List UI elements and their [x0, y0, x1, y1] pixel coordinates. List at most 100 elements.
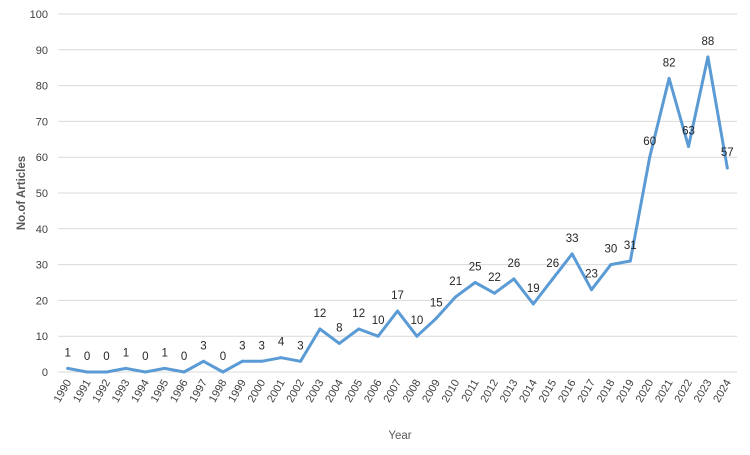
x-tick-label: 2020 — [634, 378, 657, 405]
y-axis-ticks: 0 10 20 30 40 50 60 70 80 90 100 — [30, 9, 48, 379]
data-label: 63 — [682, 125, 695, 137]
x-tick-label: 2016 — [556, 378, 579, 405]
x-tick-label: 2014 — [517, 378, 540, 405]
x-tick-label: 2005 — [343, 378, 366, 405]
x-tick-label: 1996 — [168, 378, 191, 405]
x-tick-label: 2009 — [420, 378, 443, 405]
data-point — [590, 288, 593, 292]
data-point — [221, 370, 225, 374]
data-label: 3 — [258, 340, 264, 352]
y-axis-title: No.of Articles — [16, 156, 28, 230]
data-label: 23 — [585, 269, 598, 281]
data-point — [493, 291, 496, 295]
y-tick-label: 0 — [42, 367, 48, 379]
data-label: 88 — [702, 36, 715, 48]
data-point — [725, 166, 729, 170]
data-point — [609, 263, 613, 267]
data-label: 21 — [449, 276, 462, 288]
x-tick-label: 1990 — [52, 378, 75, 405]
data-label: 31 — [624, 240, 637, 252]
x-tick-label: 2006 — [362, 378, 385, 405]
data-point — [570, 252, 574, 256]
x-tick-label: 2019 — [614, 378, 637, 405]
gridlines — [58, 13, 737, 373]
data-point — [124, 366, 128, 370]
data-label: 8 — [336, 322, 342, 334]
series-line — [66, 55, 729, 374]
data-point — [706, 55, 710, 59]
x-tick-label: 2004 — [323, 378, 346, 405]
data-point — [163, 366, 167, 370]
data-point — [279, 356, 283, 360]
data-label: 26 — [546, 258, 559, 270]
data-label: 1 — [161, 347, 167, 359]
data-label: 0 — [220, 351, 226, 363]
data-point — [85, 370, 89, 374]
data-point — [512, 277, 516, 281]
y-tick-label: 80 — [36, 81, 48, 93]
y-tick-label: 10 — [36, 331, 48, 343]
data-point — [240, 359, 244, 363]
data-point — [357, 327, 361, 331]
series-layer — [66, 55, 729, 374]
y-tick-label: 50 — [36, 188, 48, 200]
data-label: 19 — [527, 283, 540, 295]
data-point — [337, 341, 341, 345]
y-tick-label: 70 — [36, 116, 48, 128]
x-tick-label: 1991 — [71, 378, 94, 405]
data-point — [299, 359, 302, 363]
data-label: 57 — [721, 147, 734, 159]
x-tick-label: 2013 — [498, 378, 521, 405]
data-label: 33 — [566, 233, 579, 245]
data-point — [648, 155, 652, 159]
y-tick-label: 60 — [36, 152, 48, 164]
data-point — [531, 302, 535, 306]
data-point — [434, 316, 438, 320]
data-point — [260, 359, 264, 363]
data-label: 3 — [297, 340, 303, 352]
data-label: 1 — [123, 347, 129, 359]
data-point — [551, 277, 555, 281]
data-point — [415, 334, 419, 338]
x-tick-label: 1993 — [110, 378, 133, 405]
x-tick-label: 1994 — [129, 378, 152, 405]
x-tick-label: 2017 — [575, 378, 598, 405]
x-tick-label: 2007 — [381, 378, 404, 405]
x-tick-label: 2021 — [653, 378, 676, 405]
x-tick-label: 2015 — [537, 378, 560, 405]
y-tick-label: 100 — [30, 9, 48, 21]
x-tick-label: 1992 — [90, 378, 113, 405]
data-label: 10 — [372, 315, 385, 327]
x-tick-label: 2011 — [459, 378, 481, 404]
data-label: 0 — [181, 351, 187, 363]
data-label: 15 — [430, 297, 443, 309]
x-tick-label: 2010 — [440, 378, 463, 405]
x-tick-label: 2002 — [284, 378, 307, 405]
x-tick-label: 2001 — [265, 378, 288, 405]
data-label: 0 — [84, 351, 90, 363]
data-point — [396, 309, 399, 313]
data-label: 1 — [64, 347, 70, 359]
data-label: 12 — [314, 308, 327, 320]
data-point — [376, 334, 380, 338]
x-tick-label: 2018 — [595, 378, 618, 405]
y-tick-label: 40 — [36, 224, 48, 236]
data-point — [105, 370, 108, 374]
x-tick-label: 2008 — [401, 378, 424, 405]
data-label: 25 — [469, 262, 482, 274]
data-label: 22 — [488, 272, 501, 284]
data-point — [454, 295, 458, 299]
data-label: 60 — [643, 136, 656, 148]
y-tick-label: 90 — [36, 45, 48, 57]
data-label: 0 — [142, 351, 148, 363]
data-label: 30 — [605, 244, 618, 256]
x-axis-title: Year — [388, 430, 411, 442]
data-point — [202, 359, 205, 363]
data-point — [473, 281, 477, 284]
x-tick-label: 2003 — [304, 378, 327, 405]
data-point — [66, 366, 70, 370]
y-tick-label: 20 — [36, 295, 48, 307]
data-point — [628, 259, 632, 263]
